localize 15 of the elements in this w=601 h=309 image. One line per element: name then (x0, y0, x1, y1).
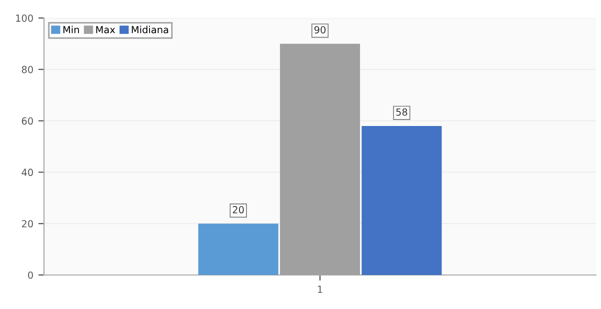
bar (198, 224, 278, 275)
y-tick-label: 40 (22, 168, 33, 176)
x-tick-label: 1 (318, 286, 322, 293)
y-tick-label: 20 (22, 220, 33, 228)
data-label: 90 (314, 26, 326, 34)
legend-label: Min (63, 26, 79, 34)
y-tick-label: 60 (22, 117, 33, 125)
bar (362, 126, 442, 275)
data-label: 20 (232, 206, 244, 214)
legend-label: Midiana (132, 26, 168, 34)
y-tick-label: 0 (28, 271, 33, 279)
legend-label: Max (96, 26, 116, 34)
data-label: 58 (396, 108, 408, 116)
y-tick-label: 80 (22, 66, 33, 74)
y-tick-label: 100 (16, 14, 33, 22)
